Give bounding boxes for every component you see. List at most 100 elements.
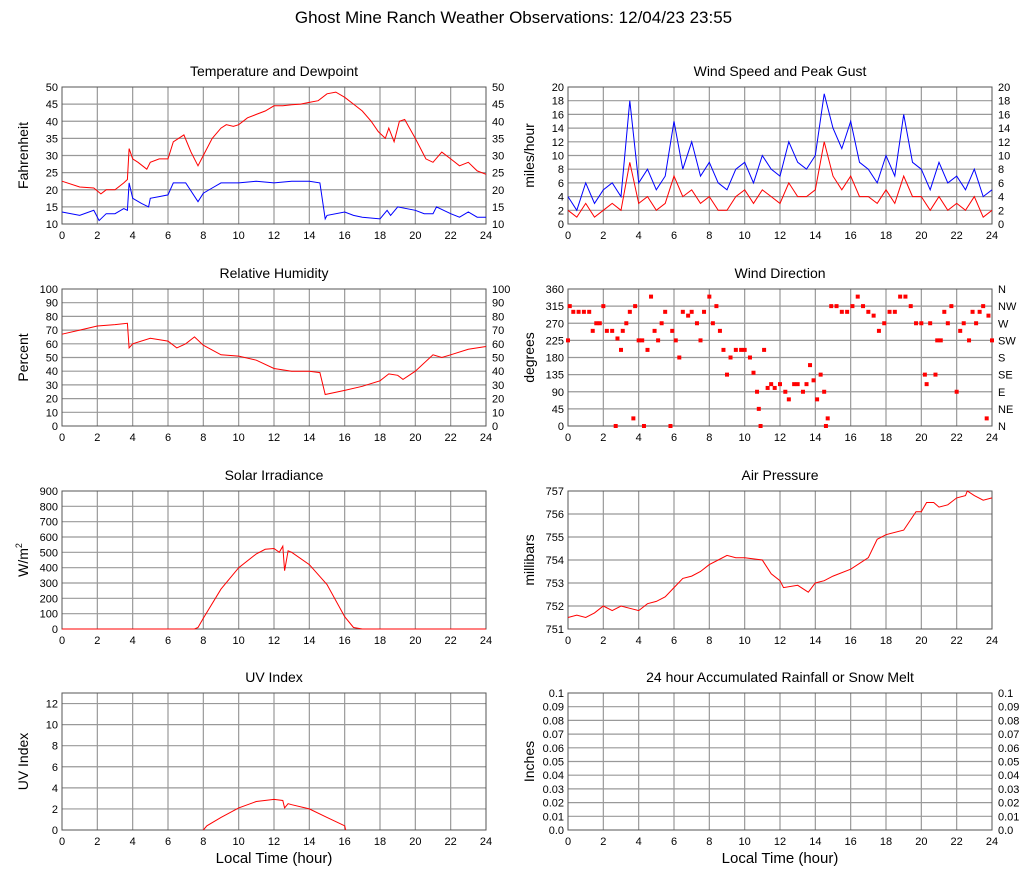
x-tick-label: 12 (774, 836, 786, 848)
y-tick-label: 300 (40, 578, 58, 590)
right-tick-label: SE (998, 370, 1013, 382)
data-point (922, 372, 927, 377)
series-solar-irradiance-line (62, 544, 486, 630)
data-point (954, 389, 959, 394)
y-axis-label: W/m2 (14, 543, 31, 577)
x-tick-label: 2 (600, 635, 606, 647)
y-tick-label: 0 (52, 624, 58, 636)
x-tick-label: 2 (94, 635, 100, 647)
y-tick-label: 40 (46, 366, 58, 378)
y-tick-label: 753 (546, 578, 564, 590)
y-tick-label: 10 (552, 151, 564, 163)
data-point (645, 347, 650, 352)
y-tick-label: 2 (52, 804, 58, 816)
right-tick-label: NE (998, 404, 1013, 416)
right-tick-label: 0.05 (998, 757, 1019, 769)
x-tick-label: 12 (774, 230, 786, 242)
right-tick-label: 100 (492, 284, 510, 296)
right-tick-label: 60 (492, 339, 504, 351)
right-tick-label: 0.04 (998, 770, 1019, 782)
y-tick-label: 200 (40, 593, 58, 605)
data-point (887, 309, 892, 314)
x-tick-label: 10 (739, 836, 751, 848)
data-point (571, 309, 576, 314)
y-axis-label-superscript: 2 (14, 543, 24, 548)
data-point (668, 424, 673, 428)
right-tick-label: 10 (998, 151, 1010, 163)
data-point (673, 338, 678, 343)
data-point (686, 313, 691, 318)
data-point (967, 338, 972, 343)
series-wind-speed-line (567, 141, 993, 218)
x-tick-label: 20 (409, 432, 421, 444)
x-tick-label: 4 (130, 836, 136, 848)
x-tick-label: 6 (165, 635, 171, 647)
right-tick-label: S (998, 353, 1005, 365)
right-tick-label: 50 (492, 353, 504, 365)
y-tick-label: 100 (40, 284, 58, 296)
series-air-pressure-line (567, 490, 993, 619)
data-point (772, 385, 777, 390)
y-tick-label: 45 (46, 99, 58, 111)
data-point (804, 382, 809, 387)
right-tick-label: E (998, 387, 1005, 399)
x-tick-label: 12 (268, 836, 280, 848)
x-tick-label: 6 (671, 432, 677, 444)
x-tick-label: 16 (845, 836, 857, 848)
series-dewpoint-line (61, 180, 486, 222)
y-tick-label: 0.09 (543, 702, 564, 714)
data-point (855, 294, 860, 299)
right-tick-label: 45 (492, 99, 504, 111)
right-tick-label: 0.09 (998, 702, 1019, 714)
x-tick-label: 6 (165, 432, 171, 444)
chart-title: UV Index (245, 669, 303, 685)
x-tick-label: 6 (165, 230, 171, 242)
data-point (739, 347, 744, 352)
y-tick-label: 315 (546, 301, 564, 313)
y-tick-label: 0.05 (543, 757, 564, 769)
x-tick-label: 22 (951, 432, 963, 444)
right-tick-label: 0.0 (998, 825, 1013, 837)
x-tick-label: 0 (59, 836, 65, 848)
y-tick-label: 225 (546, 335, 564, 347)
x-tick-label: 22 (951, 635, 963, 647)
x-tick-label: 0 (59, 432, 65, 444)
y-tick-label: 6 (558, 178, 564, 190)
y-tick-label: 14 (552, 123, 564, 135)
chart-title: Wind Speed and Peak Gust (694, 63, 867, 79)
y-tick-label: 0.1 (549, 688, 564, 700)
y-tick-label: 800 (40, 501, 58, 513)
chart-title: Air Pressure (741, 467, 818, 483)
x-tick-label: 16 (339, 432, 351, 444)
right-tick-label: 2 (998, 205, 1004, 217)
data-point (627, 309, 632, 314)
y-tick-label: 35 (46, 133, 58, 145)
chart-title: Wind Direction (734, 265, 825, 281)
x-tick-label: 24 (986, 836, 998, 848)
x-tick-label: 6 (671, 635, 677, 647)
data-point (892, 309, 897, 314)
y-tick-label: 25 (46, 168, 58, 180)
y-tick-label: 270 (546, 318, 564, 330)
data-point (633, 304, 638, 309)
x-tick-label: 4 (130, 432, 136, 444)
data-point (694, 321, 699, 326)
chart-title: 24 hour Accumulated Rainfall or Snow Mel… (646, 669, 914, 685)
data-point (620, 328, 625, 333)
x-tick-label: 0 (565, 432, 571, 444)
right-tick-label: 40 (492, 366, 504, 378)
y-tick-label: 6 (52, 762, 58, 774)
y-tick-label: 0.0 (549, 825, 564, 837)
series-uv-index-line (202, 798, 347, 831)
x-tick-label: 24 (480, 836, 492, 848)
x-tick-label: 20 (915, 836, 927, 848)
data-point (808, 363, 813, 368)
data-point (597, 321, 602, 326)
x-tick-label: 20 (915, 635, 927, 647)
data-point (845, 309, 850, 314)
x-tick-label: 10 (739, 635, 751, 647)
x-tick-label: 16 (339, 635, 351, 647)
